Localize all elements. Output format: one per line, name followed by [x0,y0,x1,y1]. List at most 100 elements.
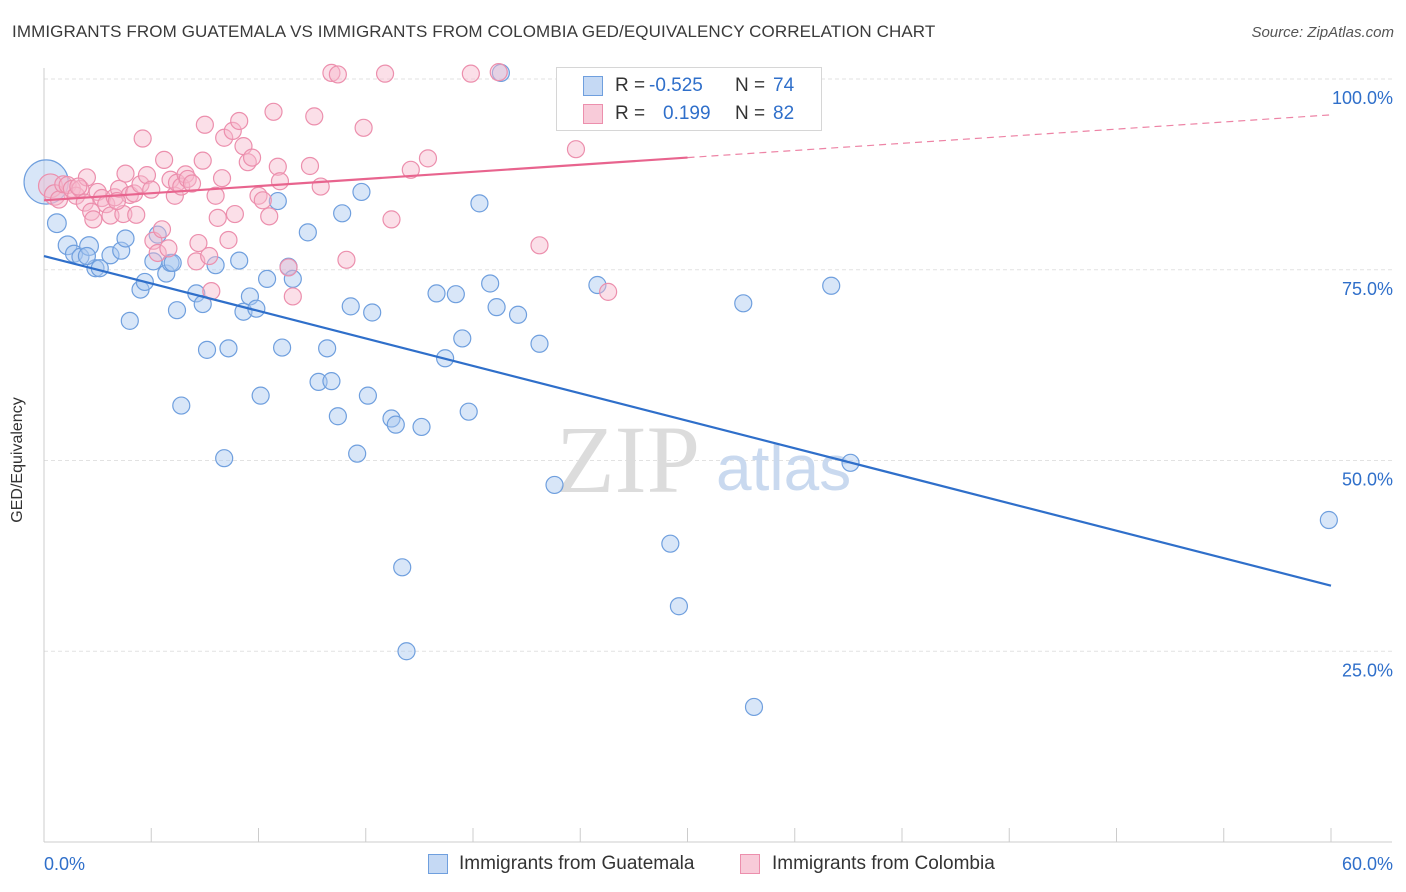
legend-n-value: 74 [773,75,795,96]
point-guatemala [318,339,337,358]
point-guatemala [487,298,506,317]
point-guatemala [397,642,416,661]
point-guatemala [322,372,341,391]
point-colombia [599,282,618,301]
y-axis-label: GED/Equivalency [9,397,26,523]
point-colombia [401,160,420,179]
point-guatemala [163,253,182,272]
point-guatemala [333,204,352,223]
point-colombia [116,164,135,183]
point-guatemala [358,386,377,405]
axis-layer [43,68,1392,843]
point-colombia [264,102,283,121]
point-guatemala [251,386,270,405]
point-guatemala [427,284,446,303]
point-guatemala [363,303,382,322]
point-colombia [300,156,320,176]
point-guatemala [669,597,689,616]
point-guatemala [298,223,317,242]
swatch-blue [428,854,448,874]
point-colombia [354,118,373,137]
point-guatemala [822,276,841,295]
point-guatemala [309,372,328,392]
point-guatemala [352,182,371,202]
point-colombia [189,233,208,253]
y-tick-label: 25.0% [1342,660,1393,680]
x-tick-label: 60.0% [1342,854,1393,874]
point-colombia [84,210,103,229]
point-colombia [489,63,508,82]
point-colombia [225,204,245,224]
point-guatemala [459,402,478,421]
point-colombia [195,115,214,134]
point-guatemala [661,534,680,553]
point-colombia [322,63,341,82]
point-colombia [182,174,202,193]
tick-labels: 25.0% 50.0% 75.0% 100.0% 0.0% 60.0% [44,88,1393,874]
point-colombia [268,157,287,176]
trendline-colombia [43,156,688,202]
point-guatemala [157,264,176,283]
point-guatemala [744,697,764,717]
point-colombia [69,177,88,196]
point-guatemala [386,415,405,434]
point-colombia [137,166,157,185]
point-colombia [283,287,302,306]
point-guatemala [46,213,67,234]
point-colombia [270,172,290,191]
point-colombia [131,175,150,194]
point-colombia [418,149,438,168]
legend-n-label: N = [735,75,766,96]
point-guatemala [230,251,249,270]
point-guatemala [197,340,217,359]
point-guatemala [23,159,69,205]
point-guatemala [215,449,234,468]
point-guatemala [470,194,489,213]
point-colombia [260,207,279,226]
point-colombia [142,180,161,199]
point-guatemala [206,256,225,275]
point-colombia [242,148,262,167]
point-colombia [328,65,347,84]
points-layer [23,63,1338,717]
legend-r-label: R = [615,103,646,124]
point-colombia [208,208,227,227]
point-colombia [223,121,242,140]
point-guatemala [453,329,472,348]
point-guatemala [257,269,277,289]
watermark-zip: ZIP [556,406,700,513]
x-tick-label: 0.0% [44,854,85,874]
point-guatemala [101,246,120,265]
point-guatemala [77,246,97,266]
point-colombia [200,246,219,266]
point-colombia [230,111,249,131]
point-guatemala [588,275,607,295]
point-guatemala [116,229,135,248]
point-guatemala [172,396,191,415]
point-guatemala [348,444,367,463]
y-tick-label: 50.0% [1342,470,1393,490]
point-colombia [279,258,298,277]
point-colombia [193,151,212,170]
point-colombia [305,107,324,126]
series-legend: Immigrants from Guatemala Immigrants fro… [0,852,1406,878]
point-colombia [253,191,272,210]
legend-swatch-pink [583,104,603,124]
point-guatemala [481,274,500,293]
point-colombia [461,64,480,83]
point-guatemala [272,338,292,357]
watermark: ZIP atlas [556,406,851,513]
point-colombia [152,220,172,239]
point-guatemala [412,417,431,437]
point-guatemala [508,305,528,324]
watermark-atlas: atlas [716,432,851,504]
point-guatemala [268,191,287,211]
point-colombia [159,239,178,258]
legend-item-label: Immigrants from Guatemala [459,853,695,874]
point-colombia [206,186,225,205]
point-colombia [155,150,174,169]
point-colombia [530,236,549,255]
stats-legend: R = -0.525 N = 74 R = 0.199 N = 82 [556,67,822,131]
legend-r-label: R = [615,75,646,96]
point-colombia [212,169,232,188]
